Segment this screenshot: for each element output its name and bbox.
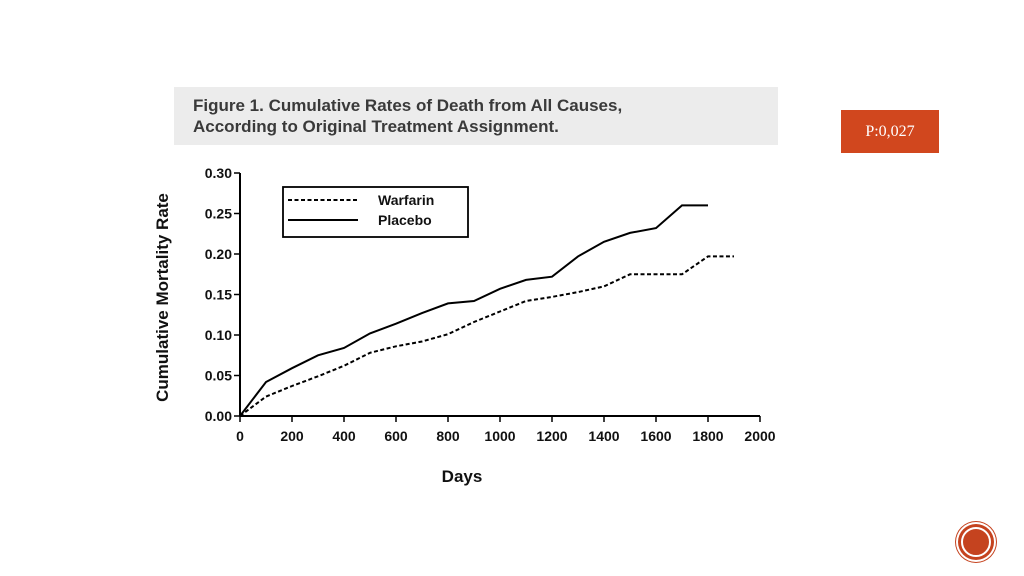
y-tick-label: 0.05 [205, 368, 232, 384]
series-line-placebo [239, 204, 708, 417]
x-tick-label: 600 [384, 428, 408, 444]
y-tick-label: 0.15 [205, 287, 232, 303]
p-value-badge: P:0,027 [841, 110, 939, 153]
caption-line-2: According to Original Treatment Assignme… [193, 117, 559, 136]
slide-nav-button[interactable] [956, 522, 996, 562]
mortality-line-chart: 0.00 0.05 0.10 0.15 0.20 0.25 0.30 0 200 400 600 80… [153, 165, 776, 486]
x-tick-label: 800 [436, 428, 460, 444]
legend-label-warfarin: Warfarin [378, 192, 434, 208]
x-tick-label: 1000 [484, 428, 515, 444]
y-tick-label: 0.20 [205, 246, 232, 262]
x-tick-label: 2000 [744, 428, 775, 444]
figure-caption: Figure 1. Cumulative Rates of Death from… [193, 95, 622, 137]
caption-line-1: Figure 1. Cumulative Rates of Death from… [193, 96, 623, 115]
y-tick-label: 0.30 [205, 165, 232, 181]
x-tick-label: 1600 [640, 428, 671, 444]
x-tick-label: 400 [332, 428, 356, 444]
x-tick-label: 1800 [692, 428, 723, 444]
x-tick-label: 1400 [588, 428, 619, 444]
figure-caption-box: Figure 1. Cumulative Rates of Death from… [174, 87, 778, 145]
x-tick-label: 200 [280, 428, 304, 444]
slide-nav-icon [961, 527, 991, 557]
y-tick-label: 0.25 [205, 206, 232, 222]
y-axis-label: Cumulative Mortality Rate [153, 193, 172, 402]
x-tick-label: 1200 [536, 428, 567, 444]
y-tick-label: 0.10 [205, 327, 232, 343]
y-tick-label: 0.00 [205, 408, 232, 424]
x-tick-label: 0 [236, 428, 244, 444]
legend-box [282, 186, 469, 238]
series-line-warfarin [239, 255, 734, 417]
legend-label-placebo: Placebo [378, 212, 432, 228]
x-axis-label: Days [442, 467, 483, 486]
